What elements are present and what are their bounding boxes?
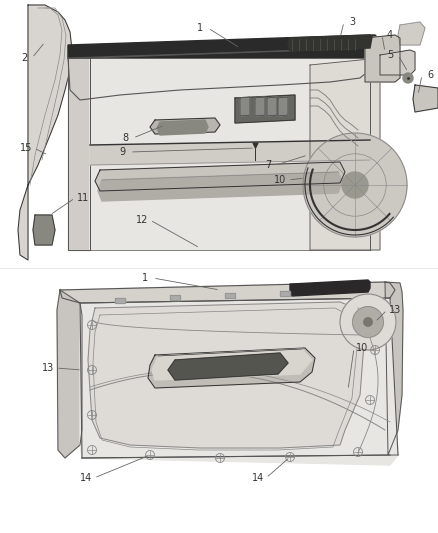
Text: 15: 15 <box>20 143 32 153</box>
Polygon shape <box>278 97 288 116</box>
Circle shape <box>303 133 407 237</box>
Circle shape <box>364 318 372 326</box>
Bar <box>170 295 180 300</box>
Polygon shape <box>60 282 395 303</box>
Polygon shape <box>365 35 400 82</box>
Bar <box>115 298 125 303</box>
Polygon shape <box>68 48 375 100</box>
Polygon shape <box>68 58 90 250</box>
Text: 1: 1 <box>197 23 203 33</box>
Polygon shape <box>157 120 208 135</box>
Polygon shape <box>98 172 342 201</box>
Polygon shape <box>57 290 82 458</box>
Text: 2: 2 <box>21 53 27 63</box>
Circle shape <box>340 294 396 350</box>
Bar <box>280 291 290 296</box>
Polygon shape <box>255 97 265 116</box>
Polygon shape <box>150 118 220 134</box>
Text: 6: 6 <box>427 70 433 80</box>
Text: 14: 14 <box>252 473 264 483</box>
Polygon shape <box>148 348 315 388</box>
Polygon shape <box>68 35 380 58</box>
Polygon shape <box>240 97 250 116</box>
Polygon shape <box>288 35 372 51</box>
Circle shape <box>353 306 383 337</box>
Circle shape <box>403 73 413 83</box>
Text: 9: 9 <box>119 147 125 157</box>
Text: 5: 5 <box>387 50 393 60</box>
Polygon shape <box>90 48 370 250</box>
Polygon shape <box>168 353 288 380</box>
Text: 10: 10 <box>274 175 286 185</box>
Polygon shape <box>385 282 403 455</box>
Text: 1: 1 <box>142 273 148 283</box>
Polygon shape <box>413 85 438 112</box>
Polygon shape <box>380 50 415 75</box>
Polygon shape <box>267 97 277 116</box>
Polygon shape <box>90 140 370 165</box>
Text: 4: 4 <box>387 30 393 40</box>
Polygon shape <box>310 58 380 250</box>
Polygon shape <box>18 5 72 260</box>
Bar <box>225 293 235 298</box>
Text: 13: 13 <box>42 363 54 373</box>
Polygon shape <box>90 48 370 250</box>
Polygon shape <box>95 162 345 191</box>
Text: 12: 12 <box>136 215 148 225</box>
Text: 7: 7 <box>265 160 271 170</box>
Circle shape <box>342 172 368 198</box>
Polygon shape <box>235 95 295 123</box>
Polygon shape <box>80 298 398 465</box>
Text: 8: 8 <box>122 133 128 143</box>
Polygon shape <box>152 349 312 380</box>
Text: 13: 13 <box>389 305 401 315</box>
Polygon shape <box>33 215 55 245</box>
Text: 14: 14 <box>80 473 92 483</box>
Polygon shape <box>398 22 425 45</box>
Text: 10: 10 <box>356 343 368 353</box>
Text: 3: 3 <box>349 17 355 27</box>
Text: 11: 11 <box>77 193 89 203</box>
Polygon shape <box>88 302 365 448</box>
Polygon shape <box>290 280 370 296</box>
